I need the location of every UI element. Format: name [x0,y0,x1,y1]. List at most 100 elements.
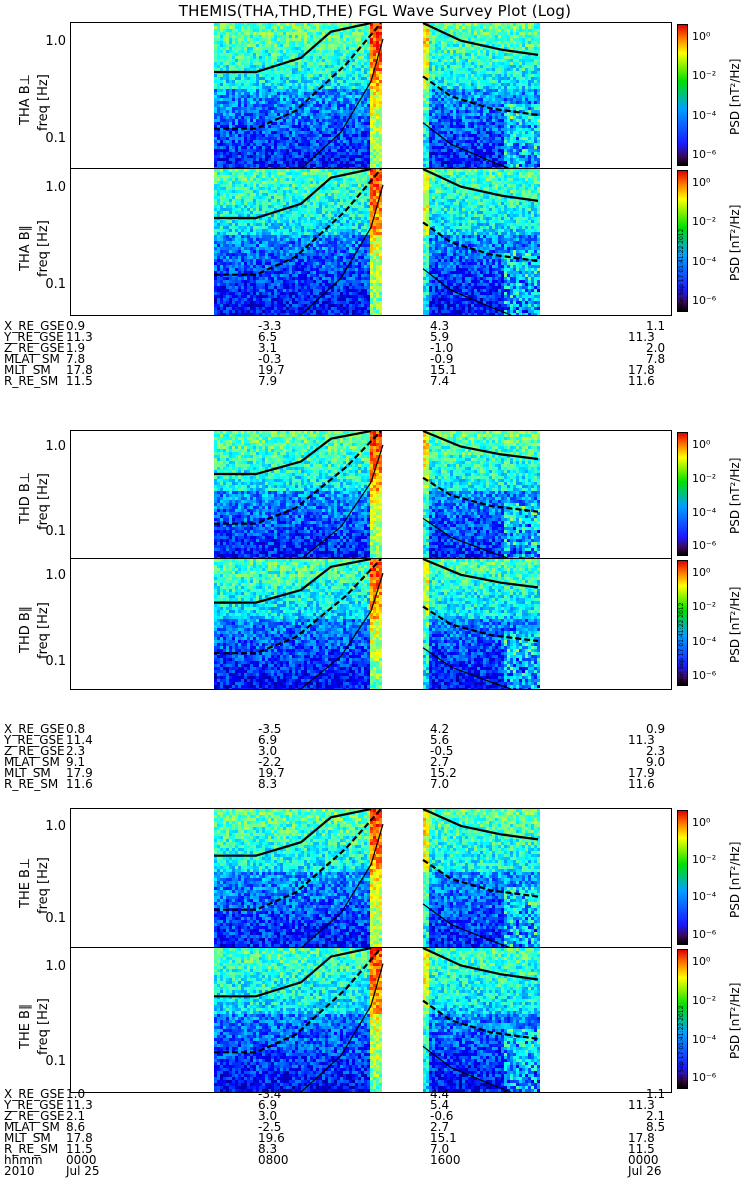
orbit-row-value: 17.8 [628,364,655,376]
gyro-curve-dashed-left [214,809,382,911]
orbit-row-value: 9.1 [66,756,85,768]
orbit-row-value: 2.1 [66,1110,85,1122]
colorbar-tick-label: 10⁻⁴ [692,890,716,903]
spectrogram-cells [214,809,540,948]
gyro-curve-solid-right [422,559,539,589]
orbit-row-value: 7.9 [258,375,277,387]
freq-axis-label: freq [Hz] [36,602,51,659]
colorbar [677,560,688,686]
orbit-row: MLT_SM 17.8 19.7 15.1 17.8 [0,364,740,376]
orbit-row-value: 2.7 [430,1121,449,1133]
gyro-curve-dashed-left [214,23,382,130]
orbit-row-value: 0000 [66,1154,97,1166]
orbit-row-value: 6.9 [258,1099,277,1111]
orbit-row-value: 15.1 [430,364,457,376]
orbit-row-value: 2.7 [430,756,449,768]
orbit-row-label: MLT_SM [4,1132,51,1144]
orbit-row: Z_RE_GSE 2.3 3.0 -0.5 2.3 [0,745,740,757]
orbit-row-value: 2.1 [646,1110,665,1122]
timestamp-stamp: Mon Sep 17 01:41:22 2012 [678,603,685,684]
orbit-row-value: 5.4 [430,1099,449,1111]
gyro-curve-solid-left [214,559,372,604]
colorbar-tick-label: 10⁻⁴ [692,635,716,648]
orbit-row-label: Z_RE_GSE [4,342,65,354]
spectrogram-panel [70,947,672,1093]
spectrogram-panel [70,22,672,170]
orbit-row-value: 19.7 [258,364,285,376]
orbit-row-value: 0000 [628,1154,659,1166]
panel-label: THE B∥ [18,1004,33,1049]
orbit-row-value: 17.8 [628,1132,655,1144]
orbit-row-value: 4.2 [430,723,449,735]
colorbar-tick-label: 10⁻² [692,853,716,866]
timestamp-stamp: Mon Sep 17 01:41:22 2012 [678,1006,685,1087]
orbit-row-label: Z_RE_GSE [4,745,65,757]
gyro-curve-solid-right [422,169,539,202]
freq-axis-label: freq [Hz] [36,857,51,914]
orbit-row: 2010 Jul 25 Jul 26 [0,1165,740,1177]
orbit-row: Y_RE_GSE 11.3 6.9 5.4 11.3 [0,1099,740,1111]
orbit-row-value: 11.3 [628,734,655,746]
gyro-curve-thin-right [422,122,512,169]
orbit-row-label: X_RE_GSE [4,320,65,332]
orbit-row: X_RE_GSE 1.0 -3.4 4.4 1.1 [0,1088,740,1100]
orbit-row: MLT_SM 17.8 19.6 15.1 17.8 [0,1132,740,1144]
colorbar-tick-label: 10⁰ [692,176,710,189]
orbit-row-value: -2.2 [258,756,281,768]
freq-tick-label: 1.0 [22,959,66,974]
freq-tick-label: 1.0 [22,34,66,49]
orbit-row-value: 17.8 [66,1132,93,1144]
orbit-row: hhmm 0000 0800 1600 0000 [0,1154,740,1166]
colorbar-tick-label: 10⁻⁶ [692,1071,716,1084]
colorbar-tick-label: 10⁰ [692,955,710,968]
orbit-row-value: 1600 [430,1154,461,1166]
gyro-curve-solid-left [214,948,372,998]
freq-axis-label: freq [Hz] [36,473,51,530]
colorbar [677,24,688,166]
orbit-row-value: 7.0 [430,1143,449,1155]
colorbar-tick-label: 10⁻² [692,215,716,228]
panel-label: THD B⊥ [18,472,33,524]
gyro-curve-dashed-right [422,999,539,1040]
panel-label: THA B⊥ [18,74,33,125]
orbit-row-value: 11.3 [628,331,655,343]
orbit-row-value: 2.3 [646,745,665,757]
colorbar-tick-label: 10⁰ [692,438,710,451]
colorbar-tick-label: 10⁻⁴ [692,109,716,122]
gyro-curve-solid-right [422,809,539,841]
gyro-curve-dashed-left [214,948,382,1054]
orbit-row-value: 2.3 [66,745,85,757]
plot-title: THEMIS(THA,THD,THE) FGL Wave Survey Plot… [0,2,750,20]
colorbar-tick-label: 10⁻² [692,600,716,613]
orbit-row-value: 8.6 [66,1121,85,1133]
colorbar-tick-label: 10⁻⁶ [692,148,716,161]
spectrogram-panel [70,430,672,560]
freq-axis-label: freq [Hz] [36,998,51,1055]
colorbar [677,432,688,556]
orbit-row-value: 15.2 [430,767,457,779]
colorbar [677,949,688,1089]
orbit-row-value: 15.1 [430,1132,457,1144]
orbit-row-value: 3.0 [258,745,277,757]
freq-tick-label: 0.1 [22,277,66,292]
gyro-curve-thin-left [300,184,384,315]
colorbar-tick-label: 10⁻² [692,994,716,1007]
gyro-curve-solid-right [422,431,539,461]
orbit-row: Z_RE_GSE 1.9 3.1 -1.0 2.0 [0,342,740,354]
colorbar-tick-label: 10⁻⁴ [692,255,716,268]
colorbar [677,170,688,312]
gyro-curve-dashed-left [214,169,382,276]
orbit-row-label: MLT_SM [4,364,51,376]
orbit-row-value: 4.4 [430,1088,449,1100]
orbit-row-value: 11.6 [628,375,655,387]
gyro-curve-solid-left [214,169,372,220]
freq-axis-label: freq [Hz] [36,220,51,277]
colorbar-title: PSD [nT²/Hz] [728,983,742,1059]
orbit-row-value: 11.6 [628,778,655,790]
colorbar-tick-label: 10⁻² [692,69,716,82]
gyro-curve-thin-left [300,38,384,169]
gyro-curve-solid-right [422,948,539,981]
orbit-row-value: 11.4 [66,734,93,746]
gyro-curve-thin-right [422,647,512,689]
panel-label: THE B⊥ [18,857,33,907]
